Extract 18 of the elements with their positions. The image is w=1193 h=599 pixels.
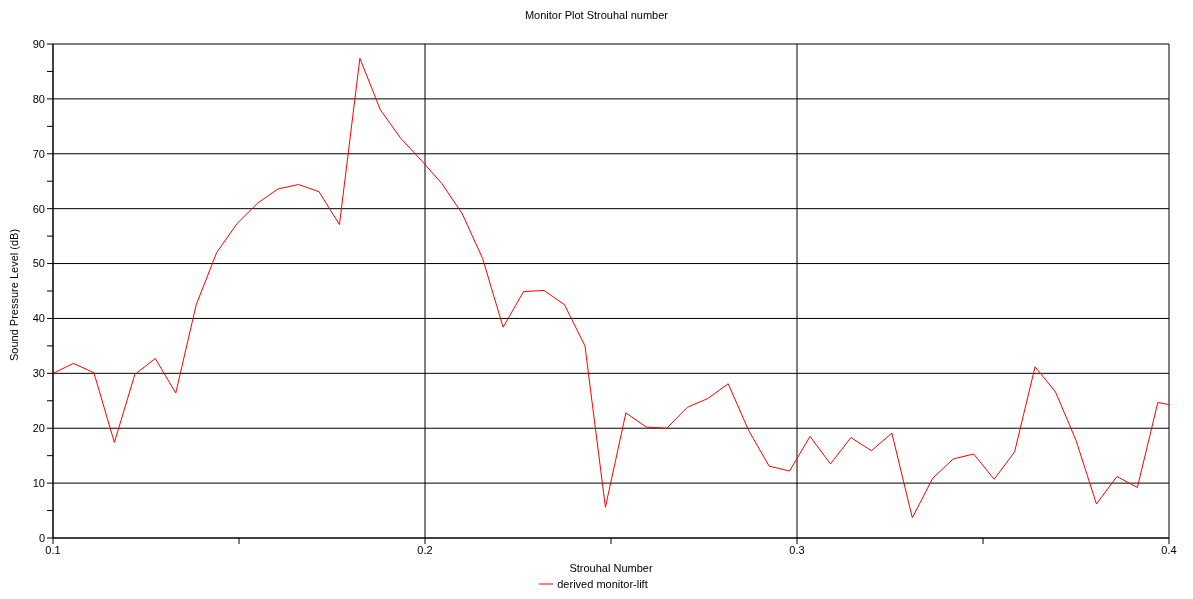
- x-tick-label: 0.4: [1161, 543, 1177, 556]
- y-tick-label: 0: [38, 531, 45, 544]
- y-tick-label: 70: [32, 147, 45, 160]
- x-axis-title: Strouhal Number: [569, 562, 653, 574]
- y-tick-label: 90: [32, 37, 45, 50]
- y-tick-label: 30: [32, 367, 45, 380]
- x-tick-label: 0.3: [789, 543, 805, 556]
- y-tick-label: 10: [32, 477, 45, 490]
- chart-title: Monitor Plot Strouhal number: [523, 8, 670, 23]
- x-tick-label: 0.2: [417, 543, 433, 556]
- y-tick-label: 40: [32, 312, 45, 325]
- y-tick-label: 50: [32, 257, 45, 270]
- y-tick-label: 20: [32, 422, 45, 435]
- y-tick-label: 80: [32, 92, 45, 105]
- legend-label: derived monitor-lift: [556, 578, 648, 590]
- x-tick-label: 0.1: [45, 543, 61, 556]
- y-axis-title: Sound Pressure Level (dB): [7, 228, 20, 361]
- y-tick-label: 60: [32, 202, 45, 215]
